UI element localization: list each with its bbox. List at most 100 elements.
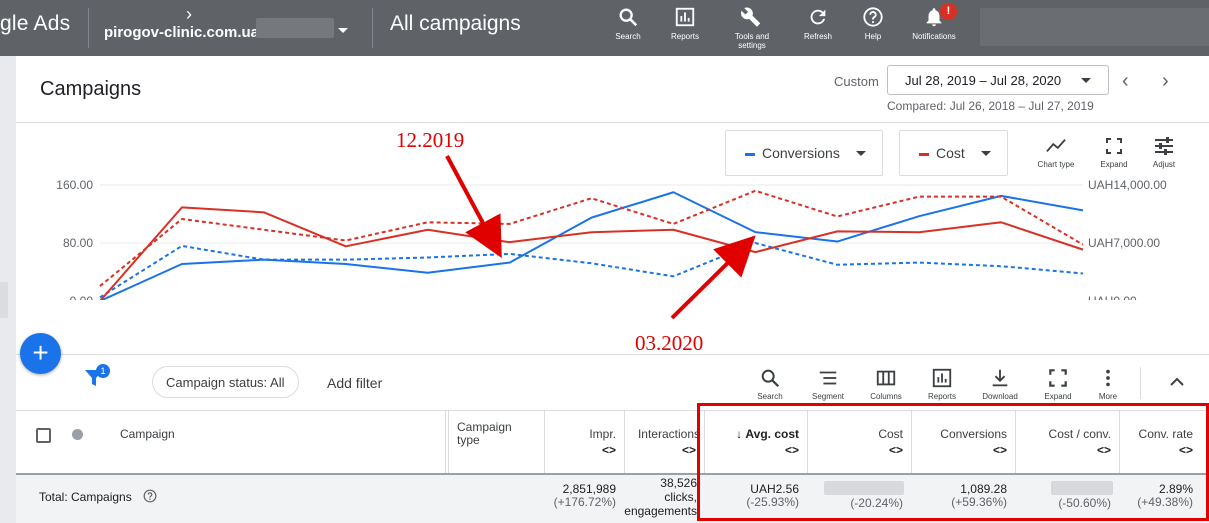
metric1-label: Conversions [762, 145, 840, 161]
col-cost-conv[interactable]: Cost / conv. <> [1015, 411, 1119, 474]
chart-expand-button[interactable]: Expand [1089, 136, 1139, 169]
series-line-cost-dashed [99, 189, 1084, 287]
product-logo[interactable]: gle Ads [0, 12, 71, 35]
reports-button[interactable]: Reports [655, 6, 715, 41]
date-range-type: Custom [834, 74, 879, 89]
help-button[interactable]: Help [843, 6, 903, 41]
download-icon [992, 369, 1008, 387]
divider [16, 410, 1209, 411]
notifications-button[interactable]: Notifications ! [904, 3, 964, 41]
help-icon[interactable] [143, 489, 157, 503]
sort-arrows-icon: <> [992, 443, 1007, 457]
chart-expand-label: Expand [1100, 160, 1128, 169]
total-cost-conv-change-value: (-50.60%) [1058, 496, 1111, 510]
chart-type-button[interactable]: Chart type [1031, 136, 1081, 169]
search-button[interactable]: Search [598, 6, 658, 41]
total-cost-conv-change: (-50.60%) [1058, 497, 1111, 510]
top-bar: gle Ads › pirogov-clinic.com.ua All camp… [0, 0, 1209, 56]
table-expand-button[interactable]: Expand [1033, 367, 1083, 401]
col-conv-rate[interactable]: Conv. rate <> [1119, 411, 1201, 474]
tools-settings-button[interactable]: Tools and settings [722, 6, 782, 50]
select-all-checkbox[interactable] [36, 428, 51, 443]
y-left-tick-label: 80.00 [63, 236, 93, 250]
metric2-swatch [919, 153, 929, 156]
col-avg-cost-text: Avg. cost [745, 427, 799, 441]
wrench-icon [741, 7, 761, 27]
chevron-right-icon[interactable]: › [1162, 70, 1169, 92]
total-impr: 2,851,989 (+176.72%) [554, 483, 616, 509]
col-conversions[interactable]: Conversions <> [911, 411, 1015, 474]
col-interactions-label: Interactions [637, 427, 700, 441]
chevron-left-icon[interactable]: ‹ [1122, 70, 1129, 92]
sort-arrows-icon: <> [1096, 443, 1111, 457]
total-conversions-change: (+59.36%) [951, 495, 1007, 509]
table-expand-label: Expand [1044, 392, 1072, 401]
sort-arrows-icon: <> [888, 443, 903, 457]
column-divider [807, 411, 808, 523]
campaign-status-filter-chip[interactable]: Campaign status: All [152, 366, 299, 398]
add-filter-button[interactable]: Add filter [327, 375, 383, 391]
account-name[interactable]: pirogov-clinic.com.ua [104, 24, 260, 41]
sort-arrows-icon: <> [601, 443, 616, 457]
nav-marker [0, 282, 8, 318]
metric1-dropdown[interactable]: Conversions [725, 130, 883, 176]
segment-icon [819, 371, 837, 385]
performance-chart[interactable]: 160.00 80.00 0.00 UAH14,000.00 UAH7,000.00 UA… [0, 0, 1209, 300]
col-cost[interactable]: Cost <> [807, 411, 911, 474]
account-dropdown-icon[interactable] [338, 28, 348, 33]
user-account-redacted[interactable] [980, 8, 1209, 46]
y-left-tick-label: 160.00 [56, 178, 93, 192]
chart-type-icon [1046, 139, 1066, 153]
total-interactions-line3: engagements [624, 504, 697, 518]
column-divider [911, 411, 912, 523]
series-line-conversions-solid [99, 191, 1084, 300]
chevron-down-icon [981, 151, 991, 156]
col-campaign-type-line1: Campaign [457, 420, 512, 434]
refresh-button[interactable]: Refresh [788, 6, 848, 41]
total-avg-cost: UAH2.56 (-25.93%) [746, 483, 799, 509]
chevron-up-icon[interactable] [1167, 372, 1187, 392]
compared-range: Compared: Jul 26, 2018 – Jul 27, 2019 [887, 99, 1094, 113]
more-button[interactable]: More [1083, 367, 1133, 401]
col-campaign[interactable]: Campaign [120, 427, 175, 441]
section-title: Campaigns [40, 78, 142, 100]
table-search-button[interactable]: Search [745, 367, 795, 401]
y-right-tick-label: UAH7,000.00 [1088, 236, 1160, 250]
col-campaign-type[interactable]: Campaign type [457, 421, 512, 447]
col-impr[interactable]: Impr. <> [544, 411, 624, 474]
segment-label: Segment [811, 392, 845, 401]
status-dot-icon [72, 429, 83, 440]
sort-arrows-icon: <> [1178, 443, 1193, 457]
total-conv-rate-value: 2.89% [1158, 482, 1193, 496]
total-cost-redacted [824, 481, 904, 495]
page-title: All campaigns [390, 12, 521, 35]
total-impr-value: 2,851,989 [562, 482, 616, 496]
col-interactions[interactable]: Interactions <> [624, 411, 704, 474]
columns-icon [876, 370, 896, 386]
column-divider [1015, 411, 1016, 523]
column-divider [624, 411, 625, 523]
add-campaign-button[interactable]: + [20, 333, 61, 374]
segment-button[interactable]: Segment [803, 367, 853, 401]
more-label: More [1098, 392, 1118, 401]
columns-button[interactable]: Columns [861, 367, 911, 401]
divider [372, 8, 373, 48]
col-conversions-label: Conversions [940, 427, 1007, 441]
y-right-tick-label: UAH0.00 [1088, 294, 1137, 300]
download-button[interactable]: Download [975, 367, 1025, 401]
col-avg-cost[interactable]: ↓ Avg. cost <> [704, 411, 807, 474]
search-icon [619, 8, 638, 27]
metric2-dropdown[interactable]: Cost [899, 130, 1008, 176]
sort-arrows-icon: <> [784, 443, 799, 457]
col-avg-cost-label: ↓ Avg. cost [736, 427, 799, 441]
highlight-box [697, 403, 1209, 521]
chart-adjust-button[interactable]: Adjust [1139, 136, 1189, 169]
col-cost-label: Cost [878, 427, 903, 441]
annotation-top: 12.2019 [396, 128, 465, 152]
chart-type-label: Chart type [1037, 160, 1075, 169]
download-label: Download [982, 392, 1018, 401]
columns-label: Columns [870, 392, 902, 401]
table-reports-button[interactable]: Reports [917, 367, 967, 401]
column-divider [704, 411, 705, 523]
date-range-picker[interactable]: Jul 28, 2019 – Jul 28, 2020 [887, 65, 1109, 95]
